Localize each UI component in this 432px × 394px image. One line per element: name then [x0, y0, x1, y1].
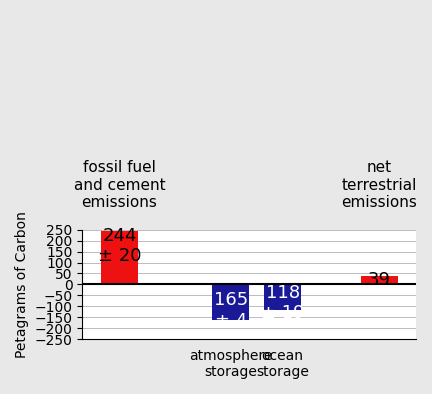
Text: 39: 39	[368, 271, 391, 289]
Bar	[212, 284, 249, 320]
Text: net
terrestrial
emissions: net terrestrial emissions	[341, 160, 417, 210]
Bar	[264, 284, 301, 310]
Text: 165
± 4: 165 ± 4	[213, 291, 248, 330]
Text: 244
± 20: 244 ± 20	[98, 227, 141, 266]
Y-axis label: Petagrams of Carbon: Petagrams of Carbon	[15, 211, 29, 358]
Text: 118
± 19: 118 ± 19	[261, 284, 305, 322]
Bar	[361, 276, 398, 284]
Text: fossil fuel
and cement
emissions: fossil fuel and cement emissions	[73, 160, 165, 210]
Bar	[101, 231, 138, 284]
